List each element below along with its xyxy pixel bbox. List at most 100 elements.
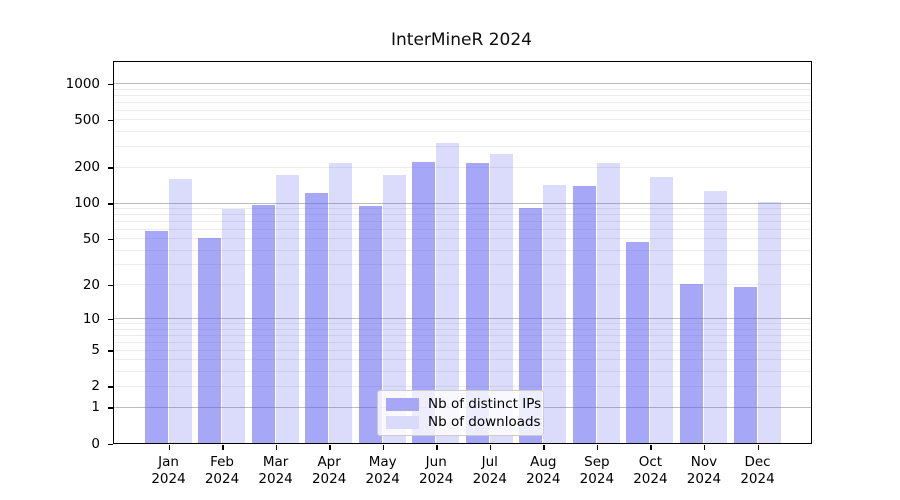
y-tick bbox=[108, 203, 113, 205]
y-gridline-minor bbox=[114, 334, 811, 336]
y-gridline-minor bbox=[114, 119, 811, 121]
bar-distinct-ips-feb bbox=[198, 238, 222, 443]
bar-downloads-mar bbox=[275, 175, 299, 443]
bar-distinct-ips-nov bbox=[679, 284, 703, 443]
legend-row: Nb of distinct IPs bbox=[386, 396, 541, 412]
bar-distinct-ips-mar bbox=[251, 205, 275, 443]
bar-distinct-ips-aug bbox=[519, 208, 543, 443]
y-tick bbox=[108, 167, 113, 169]
x-tick-label: Aug 2024 bbox=[526, 454, 561, 487]
x-tick bbox=[596, 445, 599, 450]
y-tick-label: 0 bbox=[91, 435, 100, 452]
y-gridline-minor bbox=[114, 214, 811, 216]
bar-distinct-ips-jan bbox=[144, 231, 168, 443]
y-gridline-major bbox=[114, 202, 811, 204]
y-gridline-minor bbox=[114, 208, 811, 210]
y-gridline-minor bbox=[114, 109, 811, 111]
y-gridline-minor bbox=[114, 359, 811, 361]
y-tick-label: 10 bbox=[82, 310, 100, 327]
plot-area: Nb of distinct IPs Nb of downloads bbox=[113, 61, 812, 444]
y-tick-label: 2 bbox=[91, 378, 100, 395]
y-gridline-minor bbox=[114, 264, 811, 266]
y-tick-label: 200 bbox=[74, 159, 100, 176]
y-gridline-minor bbox=[114, 145, 811, 147]
y-gridline-minor bbox=[114, 88, 811, 90]
bar-distinct-ips-sep bbox=[572, 185, 596, 443]
y-tick bbox=[108, 83, 113, 86]
bar-downloads-apr bbox=[329, 163, 353, 443]
bar-downloads-jun bbox=[436, 143, 460, 443]
y-gridline-minor bbox=[114, 101, 811, 103]
x-tick-label: Mar 2024 bbox=[258, 454, 293, 487]
bar-downloads-aug bbox=[543, 185, 567, 443]
y-gridline-minor bbox=[114, 238, 811, 240]
y-gridline-minor bbox=[114, 130, 811, 132]
x-tick-label: Sep 2024 bbox=[579, 454, 615, 487]
y-gridline-minor bbox=[114, 220, 811, 222]
x-tick-label: Jul 2024 bbox=[472, 454, 507, 487]
x-tick bbox=[222, 445, 224, 450]
y-tick bbox=[108, 119, 113, 122]
y-tick-label: 50 bbox=[82, 230, 100, 247]
legend-swatch-icon bbox=[386, 397, 419, 411]
bar-distinct-ips-oct bbox=[626, 242, 650, 443]
x-tick bbox=[703, 445, 706, 450]
bar-downloads-sep bbox=[596, 162, 620, 443]
y-gridline-minor bbox=[114, 228, 811, 230]
x-tick bbox=[543, 445, 545, 450]
x-tick-label: May 2024 bbox=[365, 454, 400, 487]
legend-swatch-icon bbox=[386, 415, 419, 429]
legend-label: Nb of downloads bbox=[428, 414, 541, 430]
x-tick bbox=[275, 445, 278, 450]
y-tick bbox=[108, 350, 113, 352]
y-tick-label: 500 bbox=[74, 111, 100, 128]
x-tick-label: Oct 2024 bbox=[633, 454, 668, 487]
x-tick-label: Dec 2024 bbox=[740, 454, 775, 487]
y-gridline-minor bbox=[114, 166, 811, 168]
x-tick-label: Apr 2024 bbox=[311, 454, 347, 487]
bar-downloads-oct bbox=[650, 177, 674, 443]
y-gridline-minor bbox=[114, 349, 811, 351]
bar-distinct-ips-jul bbox=[465, 162, 489, 443]
bar-downloads-nov bbox=[703, 191, 727, 443]
y-tick bbox=[108, 318, 113, 321]
legend-row: Nb of downloads bbox=[386, 414, 541, 430]
bar-distinct-ips-dec bbox=[733, 286, 757, 443]
x-tick bbox=[168, 445, 170, 450]
bar-downloads-jul bbox=[489, 153, 513, 443]
y-gridline-minor bbox=[114, 94, 811, 96]
y-gridline-minor bbox=[114, 328, 811, 330]
y-gridline-minor bbox=[114, 284, 811, 286]
chart-title: InterMineR 2024 bbox=[390, 30, 532, 50]
y-tick bbox=[108, 238, 113, 241]
x-tick bbox=[489, 445, 492, 450]
bar-downloads-dec bbox=[757, 201, 781, 443]
x-tick bbox=[436, 445, 438, 450]
y-gridline-minor bbox=[114, 341, 811, 343]
y-gridline-minor bbox=[114, 370, 811, 372]
bar-downloads-jan bbox=[168, 178, 192, 443]
y-tick-label: 5 bbox=[91, 342, 100, 359]
x-tick-label: Jun 2024 bbox=[419, 454, 454, 487]
x-tick-label: Feb 2024 bbox=[204, 454, 240, 487]
y-gridline-minor bbox=[114, 385, 811, 387]
y-gridline-major bbox=[114, 318, 811, 320]
y-tick-label: 20 bbox=[82, 276, 100, 293]
bar-downloads-feb bbox=[222, 208, 246, 443]
y-tick-label: 100 bbox=[74, 195, 100, 212]
y-gridline-minor bbox=[114, 249, 811, 251]
x-tick bbox=[382, 445, 385, 450]
bar-distinct-ips-may bbox=[358, 205, 382, 443]
x-tick bbox=[650, 445, 652, 450]
y-tick-label: 1 bbox=[91, 399, 100, 416]
bar-distinct-ips-jun bbox=[412, 162, 436, 443]
y-gridline-major bbox=[114, 83, 811, 85]
x-tick bbox=[757, 445, 759, 450]
y-tick bbox=[108, 386, 113, 388]
legend-label: Nb of distinct IPs bbox=[428, 396, 542, 412]
y-tick-label: 1000 bbox=[65, 75, 100, 92]
x-tick-label: Jan 2024 bbox=[151, 454, 186, 487]
x-tick bbox=[329, 445, 331, 450]
y-tick bbox=[108, 443, 113, 445]
